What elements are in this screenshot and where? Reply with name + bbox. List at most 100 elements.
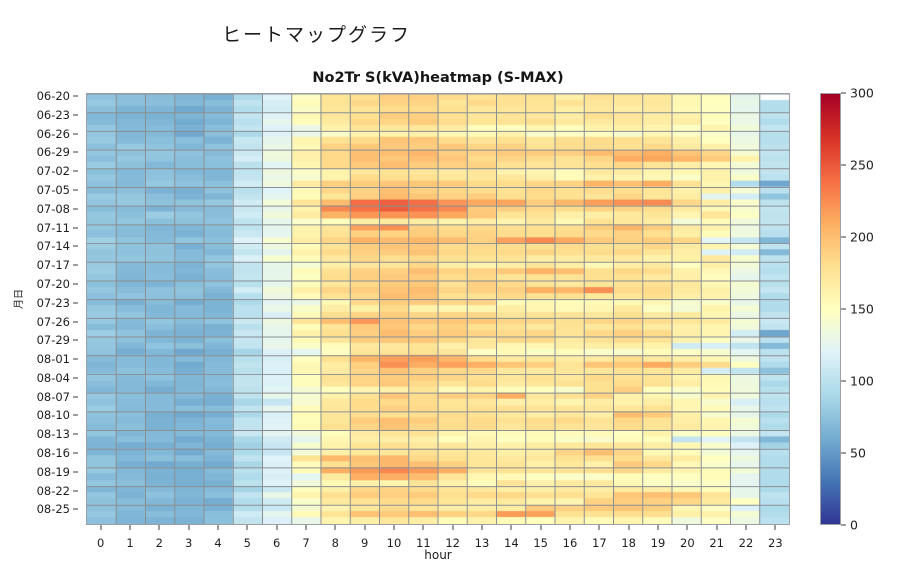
y-axis-tick-mark <box>73 471 78 473</box>
x-axis-tick-mark <box>158 525 160 530</box>
y-axis-tick-label: 08-04 <box>36 370 70 385</box>
y-axis-tick-label: 08-22 <box>36 483 70 498</box>
x-axis-tick-mark <box>246 525 248 530</box>
x-axis-tick-label: 5 <box>243 536 251 550</box>
x-axis-tick-mark <box>100 525 102 530</box>
colorbar-tick-label: 50 <box>850 445 866 461</box>
y-axis-tick-mark <box>73 283 78 285</box>
heatmap-canvas <box>87 94 789 524</box>
x-axis-tick-mark <box>628 525 630 530</box>
chart-title: No2Tr S(kVA)heatmap (S-MAX) <box>312 70 564 86</box>
y-axis-tick-label: 07-02 <box>36 164 70 179</box>
y-axis-tick-mark <box>73 151 78 153</box>
x-axis-tick-mark <box>452 525 454 530</box>
y-axis-tick-label: 08-16 <box>36 446 70 460</box>
x-axis-tick-label: 10 <box>386 536 402 550</box>
x-axis-tick-label: 17 <box>592 536 607 550</box>
x-axis-tick-mark <box>422 525 424 530</box>
y-axis-tick-label: 07-23 <box>36 295 70 310</box>
colorbar-tick-mark <box>841 92 846 94</box>
x-axis-tick-mark <box>540 525 542 530</box>
x-axis-tick-mark <box>305 525 307 530</box>
y-axis-tick-mark <box>73 189 78 191</box>
x-axis-tick-label: 3 <box>184 536 193 550</box>
x-axis-tick-mark <box>129 525 131 530</box>
y-axis-tick-mark <box>73 302 78 304</box>
colorbar-tick-mark <box>841 452 846 454</box>
colorbar-tick-mark <box>841 380 846 382</box>
y-axis-title: 月日 <box>14 289 25 309</box>
x-axis-tick-label: 18 <box>621 536 636 550</box>
x-axis-tick-label: 15 <box>533 536 548 550</box>
x-axis-tick-mark <box>510 525 512 530</box>
x-axis-tick-label: 13 <box>474 536 490 550</box>
x-axis-tick-mark <box>686 525 688 530</box>
y-axis-tick-label: 08-13 <box>36 427 70 442</box>
y-axis-tick-label: 07-29 <box>36 333 70 348</box>
x-axis-tick-label: 21 <box>709 536 724 550</box>
y-axis-tick-label: 07-26 <box>36 314 70 329</box>
y-axis-tick-label: 08-25 <box>36 502 70 517</box>
x-axis-tick-mark <box>188 525 190 530</box>
y-axis-tick-label: 06-23 <box>36 107 70 122</box>
colorbar-tick-label: 100 <box>850 373 874 389</box>
x-axis-tick-label: 1 <box>126 536 134 550</box>
x-axis-tick-label: 11 <box>416 536 431 550</box>
x-axis-tick-label: 12 <box>445 536 460 550</box>
x-axis-tick-mark <box>657 525 659 530</box>
x-axis-tick-label: 7 <box>302 536 310 550</box>
y-axis-tick-mark <box>73 396 78 398</box>
y-axis-tick-label: 07-08 <box>36 201 70 216</box>
y-axis-tick-mark <box>73 114 78 116</box>
colorbar-tick-label: 250 <box>850 157 874 173</box>
x-axis-tick-label: 16 <box>562 536 578 550</box>
x-axis-tick-label: 14 <box>504 536 519 550</box>
colorbar-tick-label: 200 <box>850 229 874 245</box>
x-axis-tick-mark <box>774 525 776 530</box>
y-axis-tick-mark <box>73 170 78 172</box>
y-axis-tick-mark <box>73 264 78 266</box>
x-axis-tick-label: 19 <box>650 536 666 550</box>
y-axis: 06-20 06-23 06-26 06-29 07-02 07-05 07-08 07-11… <box>0 89 80 525</box>
x-axis-tick-mark <box>716 525 718 530</box>
colorbar-tick-label: 150 <box>850 301 874 317</box>
x-axis-title: hour <box>424 548 452 562</box>
y-axis-tick-label: 06-26 <box>36 126 70 141</box>
x-axis-tick-mark <box>276 525 278 530</box>
y-axis-tick-mark <box>73 339 78 341</box>
y-axis-tick-label: 07-05 <box>36 183 70 198</box>
colorbar-tick-label: 0 <box>850 517 858 533</box>
colorbar-tick-mark <box>841 236 846 238</box>
x-axis-tick-label: 2 <box>155 536 163 550</box>
x-axis-tick-mark <box>569 525 571 530</box>
colorbar[interactable]: 0 50 100 150 200 250 300 <box>820 86 874 533</box>
y-axis-tick-label: 07-17 <box>36 258 70 273</box>
y-axis-tick-label: 06-29 <box>36 145 70 160</box>
x-axis-tick-label: 9 <box>360 536 369 550</box>
y-axis-tick-mark <box>73 414 78 416</box>
x-axis-tick-label: 6 <box>272 536 281 550</box>
y-axis-tick-label: 07-20 <box>36 276 70 291</box>
y-axis-tick-mark <box>73 358 78 360</box>
y-axis-tick-label: 08-19 <box>36 464 70 479</box>
y-axis-tick-label: 06-20 <box>36 89 70 104</box>
x-axis-tick-mark <box>598 525 600 530</box>
y-axis-tick-label: 07-14 <box>36 239 70 254</box>
x-axis-tick-mark <box>217 525 219 530</box>
colorbar-gradient <box>820 93 841 525</box>
y-axis-tick-label: 08-07 <box>36 389 70 404</box>
page-title: ヒートマップグラフ <box>222 24 412 46</box>
colorbar-tick-label: 300 <box>850 85 874 101</box>
y-axis-tick-mark <box>73 377 78 379</box>
y-axis-tick-mark <box>73 508 78 510</box>
x-axis-tick-label: 0 <box>96 536 105 550</box>
y-axis-tick-mark <box>73 227 78 229</box>
y-axis-tick-mark <box>73 433 78 435</box>
heatmap-plot-area[interactable] <box>86 93 790 525</box>
x-axis: 0 1 2 3 4 5 6 7 8 9 10 11 12 13 14 15 16 17 18 19 20 21 22 23 <box>86 525 790 555</box>
colorbar-tick-mark <box>841 164 846 166</box>
x-axis-tick-mark <box>393 525 395 530</box>
y-axis-tick-mark <box>73 490 78 492</box>
x-axis-tick-label: 22 <box>738 536 754 550</box>
y-axis-tick-label: 07-11 <box>36 220 70 235</box>
